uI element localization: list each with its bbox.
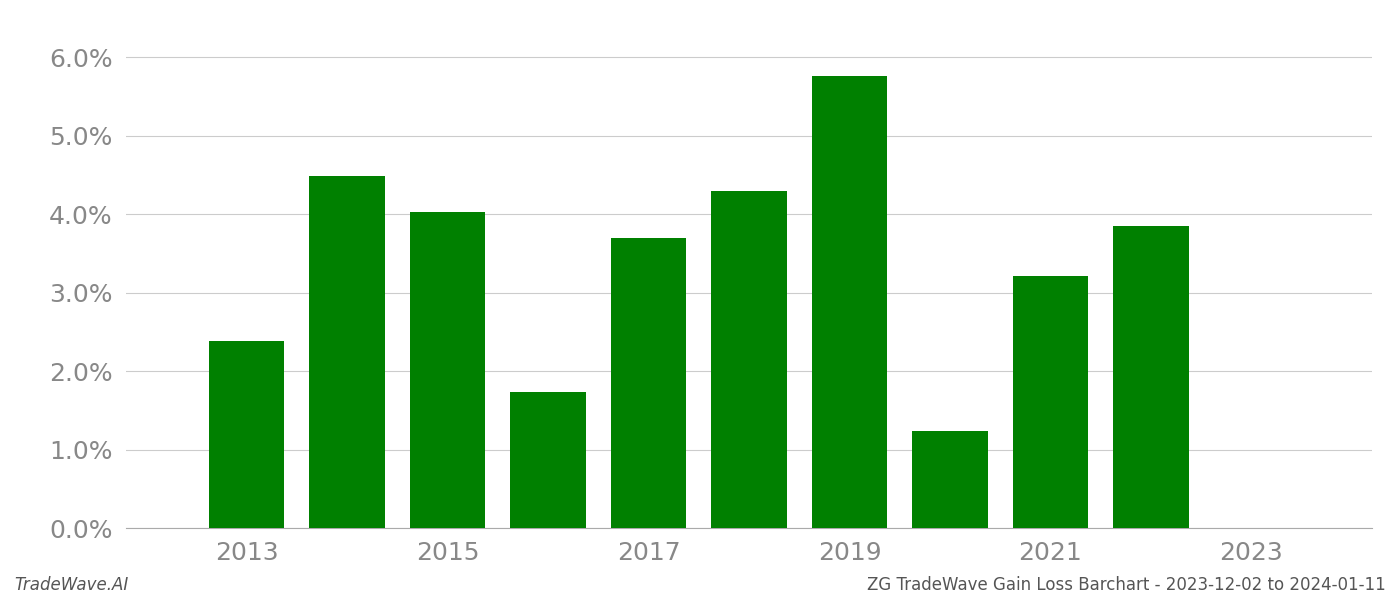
Bar — [511, 392, 585, 528]
Bar — [1012, 276, 1088, 528]
Bar — [209, 341, 284, 528]
Bar — [410, 212, 486, 528]
Bar — [309, 176, 385, 528]
Bar — [610, 238, 686, 528]
Bar — [812, 76, 888, 528]
Bar — [1113, 226, 1189, 528]
Bar — [913, 431, 987, 528]
Bar — [711, 191, 787, 528]
Text: TradeWave.AI: TradeWave.AI — [14, 576, 129, 594]
Text: ZG TradeWave Gain Loss Barchart - 2023-12-02 to 2024-01-11: ZG TradeWave Gain Loss Barchart - 2023-1… — [867, 576, 1386, 594]
